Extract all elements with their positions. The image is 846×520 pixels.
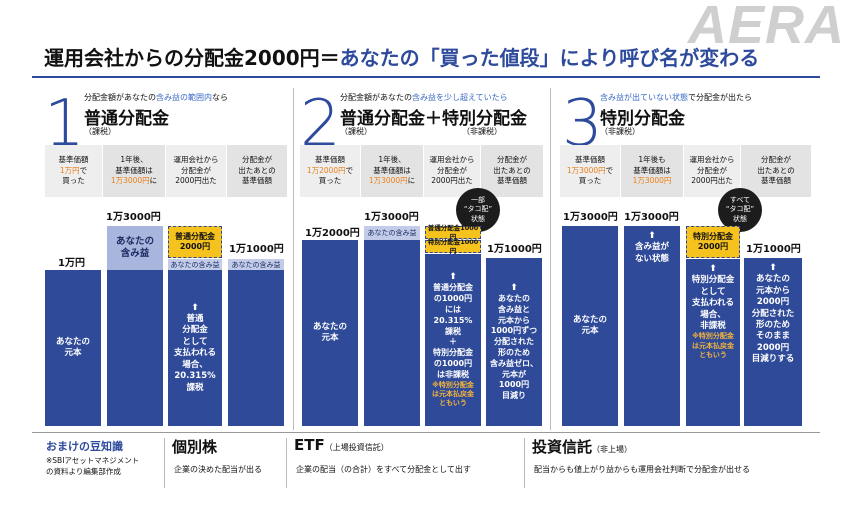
arrow-up-icon: ⬆ [648,231,656,241]
panel-condition: 分配金額があなたの含み益を少し超えていたら [340,93,508,102]
panel-title: 特別分配金 [600,109,685,129]
arrow-up-icon: ⬆ [709,264,717,274]
panel-subtitle: （課税） [340,127,372,136]
gain-block: あなたの 含み益 [107,226,163,270]
etf-title: ETF（上場投資信託） [294,436,389,454]
panel-title: 普通分配金＋特別分配金 [340,109,527,129]
divider [550,88,551,430]
divider [293,88,294,430]
trivia-label: おまけの豆知識 [46,440,123,453]
description-bar: ⬆ 普通 分配金 として 支払われる 場合、 20.315% 課税 [168,270,222,426]
dividend-box: 普通分配金 2000円 [168,226,222,258]
principal-bar [228,270,284,426]
arrow-up-icon: ⬆ [510,282,518,293]
dividend-box: 特別分配金 2000円 [686,226,740,258]
description-bar: ⬆ 特別分配金 として 支払われる 場合、 非課税 ※特別分配金 は元本払戻金 ともいう [686,259,740,426]
header-cell: 基準価額 1万円で 買った [45,145,102,197]
title-rule [32,76,820,78]
header-cell: 運用会社から 分配金が 2000円出た [684,145,740,197]
gain-strip: あなたの含み益 [228,259,284,270]
header-cell: 基準価額 1万2000円で 買った [300,145,360,197]
value-label: 1万1000円 [487,244,542,255]
footer-rule [32,432,820,433]
tako-badge: 一部 “タコ配” 状態 [456,188,500,232]
value-label: 1万1000円 [746,244,801,255]
panel-title: 普通分配金 [84,109,169,129]
header-cell: 分配金が 出たあとの 基準価額 [227,145,287,197]
arrow-up-icon: ⬆ [449,272,457,283]
header-cell: 分配金が 出たあとの 基準価額 [741,145,811,197]
value-label: 1万1000円 [229,244,284,255]
tako-badge: すべて “タコ配” 状態 [718,188,762,232]
value-label: 1万3000円 [364,212,419,223]
panel-condition: 分配金額があなたの含み益の範囲内なら [84,93,228,102]
description-bar: ⬆ 普通分配金 の1000円 には 20.315% 課税＋特別分配金 の1000円 は非課税… [425,254,481,426]
principal-bar [364,240,420,426]
main-title: 運用会社からの分配金2000円＝あなたの「買った値段」により呼び名が変わる [44,46,760,70]
stock-title: 個別株 [172,438,218,456]
panel-subtitle: （非課税） [462,127,502,136]
value-label: 1万2000円 [305,228,360,239]
header-cell: 1年後、 基準価額は 1万3000円に [361,145,423,197]
gain-strip: あなたの含み益 [168,259,222,270]
panel-condition: 含み益が出ていない状態で分配金が出たら [600,93,752,102]
source-note: ※SBIアセットマネジメント の資料より編集部作成 [46,456,140,476]
divider [286,438,287,488]
brand-watermark: AERA [688,0,846,55]
fund-desc: 配当からも値上がり益からも運用会社判断で分配金が出せる [534,465,750,474]
value-label: 1万3000円 [106,212,161,223]
divider [524,438,525,488]
divider [164,438,165,488]
gain-strip: あなたの含み益 [364,226,420,240]
stock-desc: 企業の決めた配当が出る [174,465,262,474]
header-cell: 1年後、 基準価額は 1万3000円に [103,145,165,197]
value-label: 1万3000円 [563,212,618,223]
principal-bar: あなたの 元本 [302,240,358,426]
header-cell: 1年後も 基準価額は 1万3000円 [621,145,683,197]
principal-bar: あなたの 元本 [45,270,101,426]
header-cell: 運用会社から 分配金が 2000円出た [166,145,226,197]
principal-bar: ⬆ 含み益が ない状態 [624,226,680,426]
arrow-up-icon: ⬆ [191,302,199,313]
principal-bar: あなたの 元本 [562,226,618,426]
value-label: 1万3000円 [624,212,679,223]
etf-desc: 企業の配当（の合計）をすべて分配金として出す [296,465,471,474]
principal-bar [107,270,163,426]
fund-title: 投資信託（非上場） [532,438,633,456]
panel-subtitle: （課税） [84,127,116,136]
panel-subtitle: （非課税） [600,127,640,136]
description-bar: ⬆ あなたの 元本から 2000円 分配された 形のため そのまま 2000円 目減りする [744,258,802,426]
special-dividend-box: 特別分配金1000円 [425,238,481,255]
value-label: 1万円 [58,258,85,269]
description-bar: ⬆ あなたの 含み益と 元本から 1000円ずつ 分配された 形のため 含み益ゼロ、 元本が 1… [486,258,542,426]
header-cell: 基準価額 1万3000円で 買った [560,145,620,197]
arrow-up-icon: ⬆ [769,263,777,273]
normal-dividend-box: 普通分配金1000円 [425,224,481,241]
header-cell: 分配金が 出たあとの 基準価額 [481,145,543,197]
